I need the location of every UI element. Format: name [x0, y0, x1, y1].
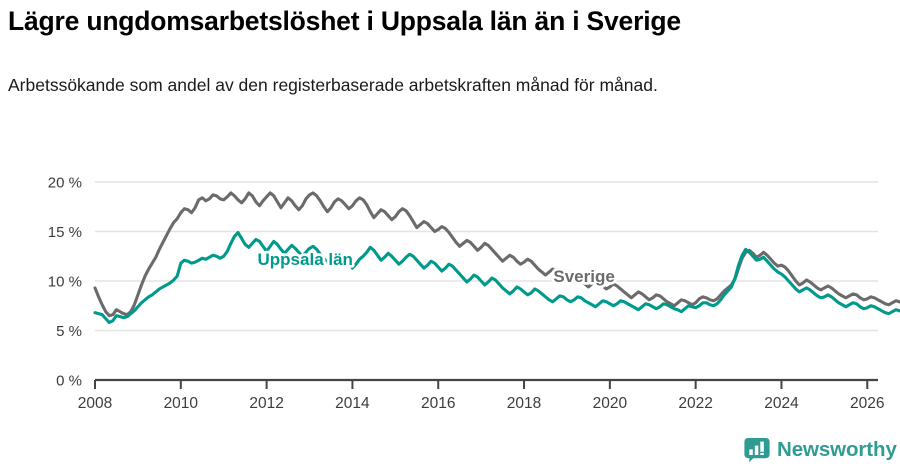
gridlines: [95, 181, 878, 382]
x-axis-tick-label: 2008: [78, 395, 112, 412]
x-axis-labels: 2008 2010 2012 2014 2016 2018 2020 2022 2024 2026: [78, 395, 885, 412]
newsworthy-logo[interactable]: Newsworthy: [744, 437, 897, 463]
series-line: [93, 230, 900, 325]
y-axis-tick-label: 20 %: [48, 175, 82, 192]
data-series: [93, 191, 900, 325]
page-title: Lägre ungdomsarbetslöshet i Uppsala län …: [8, 6, 681, 36]
bar-chart-bubble-icon: [744, 438, 770, 463]
x-axis-tick-label: 2012: [249, 395, 283, 412]
y-axis-tick-label: 0 %: [56, 373, 82, 390]
x-axis-tick-label: 2018: [507, 395, 541, 412]
y-axis-tick-label: 15 %: [48, 224, 82, 241]
series-annotation-halo: Sverige: [553, 267, 614, 286]
x-axis-tick-label: 2016: [421, 395, 455, 412]
logo-wordmark: Newsworthy: [777, 438, 897, 461]
y-axis-tick-label: 5 %: [56, 323, 82, 340]
x-axis-tick-label: 2024: [764, 395, 799, 412]
series-annotation-halo: Uppsala län: [258, 250, 353, 269]
x-axis: [94, 380, 869, 389]
x-axis-tick-label: 2026: [850, 395, 884, 412]
y-axis-tick-label: 10 %: [48, 274, 82, 291]
y-axis-labels: 0 % 5 % 10 % 15 % 20 %: [48, 175, 82, 390]
x-axis-tick-label: 2014: [335, 395, 370, 412]
x-axis-tick-label: 2020: [593, 395, 628, 412]
line-chart: 0 %5 %10 %15 %20 % 2008 2010 2012 2014 2016 2…: [48, 175, 900, 412]
chart-subtitle: Arbetssökande som andel av den registerb…: [8, 75, 658, 95]
x-axis-tick-label: 2022: [678, 395, 712, 412]
series-annotation-label: Sverige: [553, 267, 614, 286]
series-line: [93, 191, 900, 318]
x-axis-tick-label: 2010: [164, 395, 199, 412]
series-annotation-label: Uppsala län: [258, 250, 353, 269]
